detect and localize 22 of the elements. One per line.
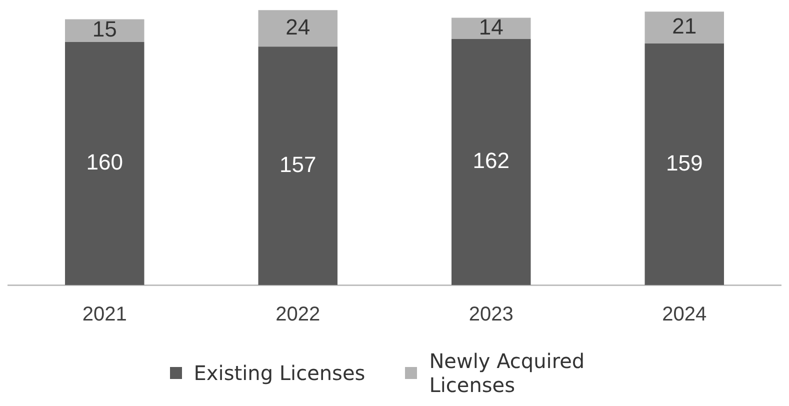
bar	[65, 42, 144, 285]
bar	[65, 19, 144, 42]
data-label: 157	[280, 152, 316, 177]
x-tick-label: 2023	[468, 304, 514, 326]
data-label: 24	[286, 14, 310, 40]
x-tick-label: 2024	[662, 304, 707, 326]
data-label: 159	[666, 150, 703, 176]
data-label: 162	[472, 148, 510, 174]
x-tick-label: 2021	[82, 304, 127, 326]
bar	[644, 44, 724, 285]
data-label: 14	[478, 14, 504, 40]
bar	[644, 12, 724, 44]
legend-label: Newly Acquired Licenses	[429, 349, 586, 397]
data-label: 21	[672, 14, 697, 39]
bar	[258, 46, 338, 285]
legend-label: Existing Licenses	[194, 361, 366, 385]
data-label: 15	[92, 16, 117, 42]
x-tick-label: 2022	[276, 304, 320, 326]
data-label: 160	[86, 150, 123, 175]
bar	[258, 10, 338, 47]
bar	[452, 38, 531, 285]
bar	[452, 18, 531, 39]
